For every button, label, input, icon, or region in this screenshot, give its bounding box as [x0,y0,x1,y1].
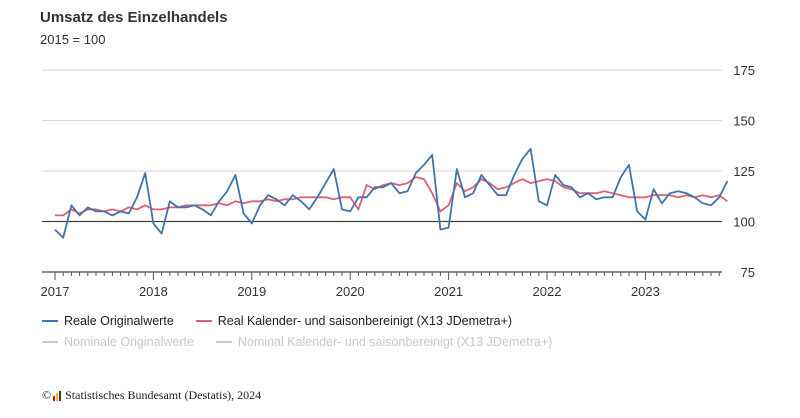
y-tick-label: 125 [733,164,755,179]
chart-title: Umsatz des Einzelhandels [40,9,228,26]
legend-item-nominale-originalwerte[interactable]: Nominale Originalwerte [42,335,194,349]
source-footer: © Statistisches Bundesamt (Destatis), 20… [42,388,261,403]
legend-swatch-grey [215,341,232,343]
legend-label: Reale Originalwerte [64,314,174,328]
copyright-symbol: © [42,388,52,402]
series-group [54,147,729,239]
y-tick-label: 150 [733,114,755,129]
x-tick-label: 2018 [139,284,168,299]
legend-label: Real Kalender- und saisonbereinigt (X13 … [217,314,513,328]
x-tick-label: 2021 [434,284,463,299]
legend-row-2: Nominale Originalwerte Nominal Kalender-… [42,335,574,349]
x-axis: 2017 2018 2019 2020 2021 2022 2023 [41,272,720,299]
legend-item-reale-originalwerte[interactable]: Reale Originalwerte [42,314,174,328]
legend-label: Nominale Originalwerte [64,335,194,349]
x-tick-label: 2022 [533,284,562,299]
legend-swatch-red [195,320,212,322]
legend-swatch-blue [42,320,58,322]
destatis-logo-icon [53,390,62,401]
y-tick-label: 75 [741,265,755,280]
y-tick-label: 100 [733,215,755,230]
series-line-reale-originalwerte [54,147,729,239]
legend-item-real-saisonbereinigt[interactable]: Real Kalender- und saisonbereinigt (X13 … [195,314,513,328]
x-tick-label: 2019 [237,284,266,299]
legend-label: Nominal Kalender- und saisonbereinigt (X… [237,335,553,349]
legend-item-nominal-saisonbereinigt[interactable]: Nominal Kalender- und saisonbereinigt (X… [215,335,553,349]
x-tick-label: 2020 [336,284,365,299]
gridlines [42,69,722,273]
legend-row-1: Reale Originalwerte Real Kalender- und s… [42,314,534,328]
legend-swatch-grey [42,341,58,343]
chart-subtitle: 2015 = 100 [40,32,106,47]
y-axis: 75 100 125 150 175 [733,63,755,280]
x-tick-label: 2023 [631,284,660,299]
source-text: Statistisches Bundesamt (Destatis), 2024 [65,388,262,402]
y-tick-label: 175 [733,63,755,78]
x-tick-label: 2017 [41,284,70,299]
